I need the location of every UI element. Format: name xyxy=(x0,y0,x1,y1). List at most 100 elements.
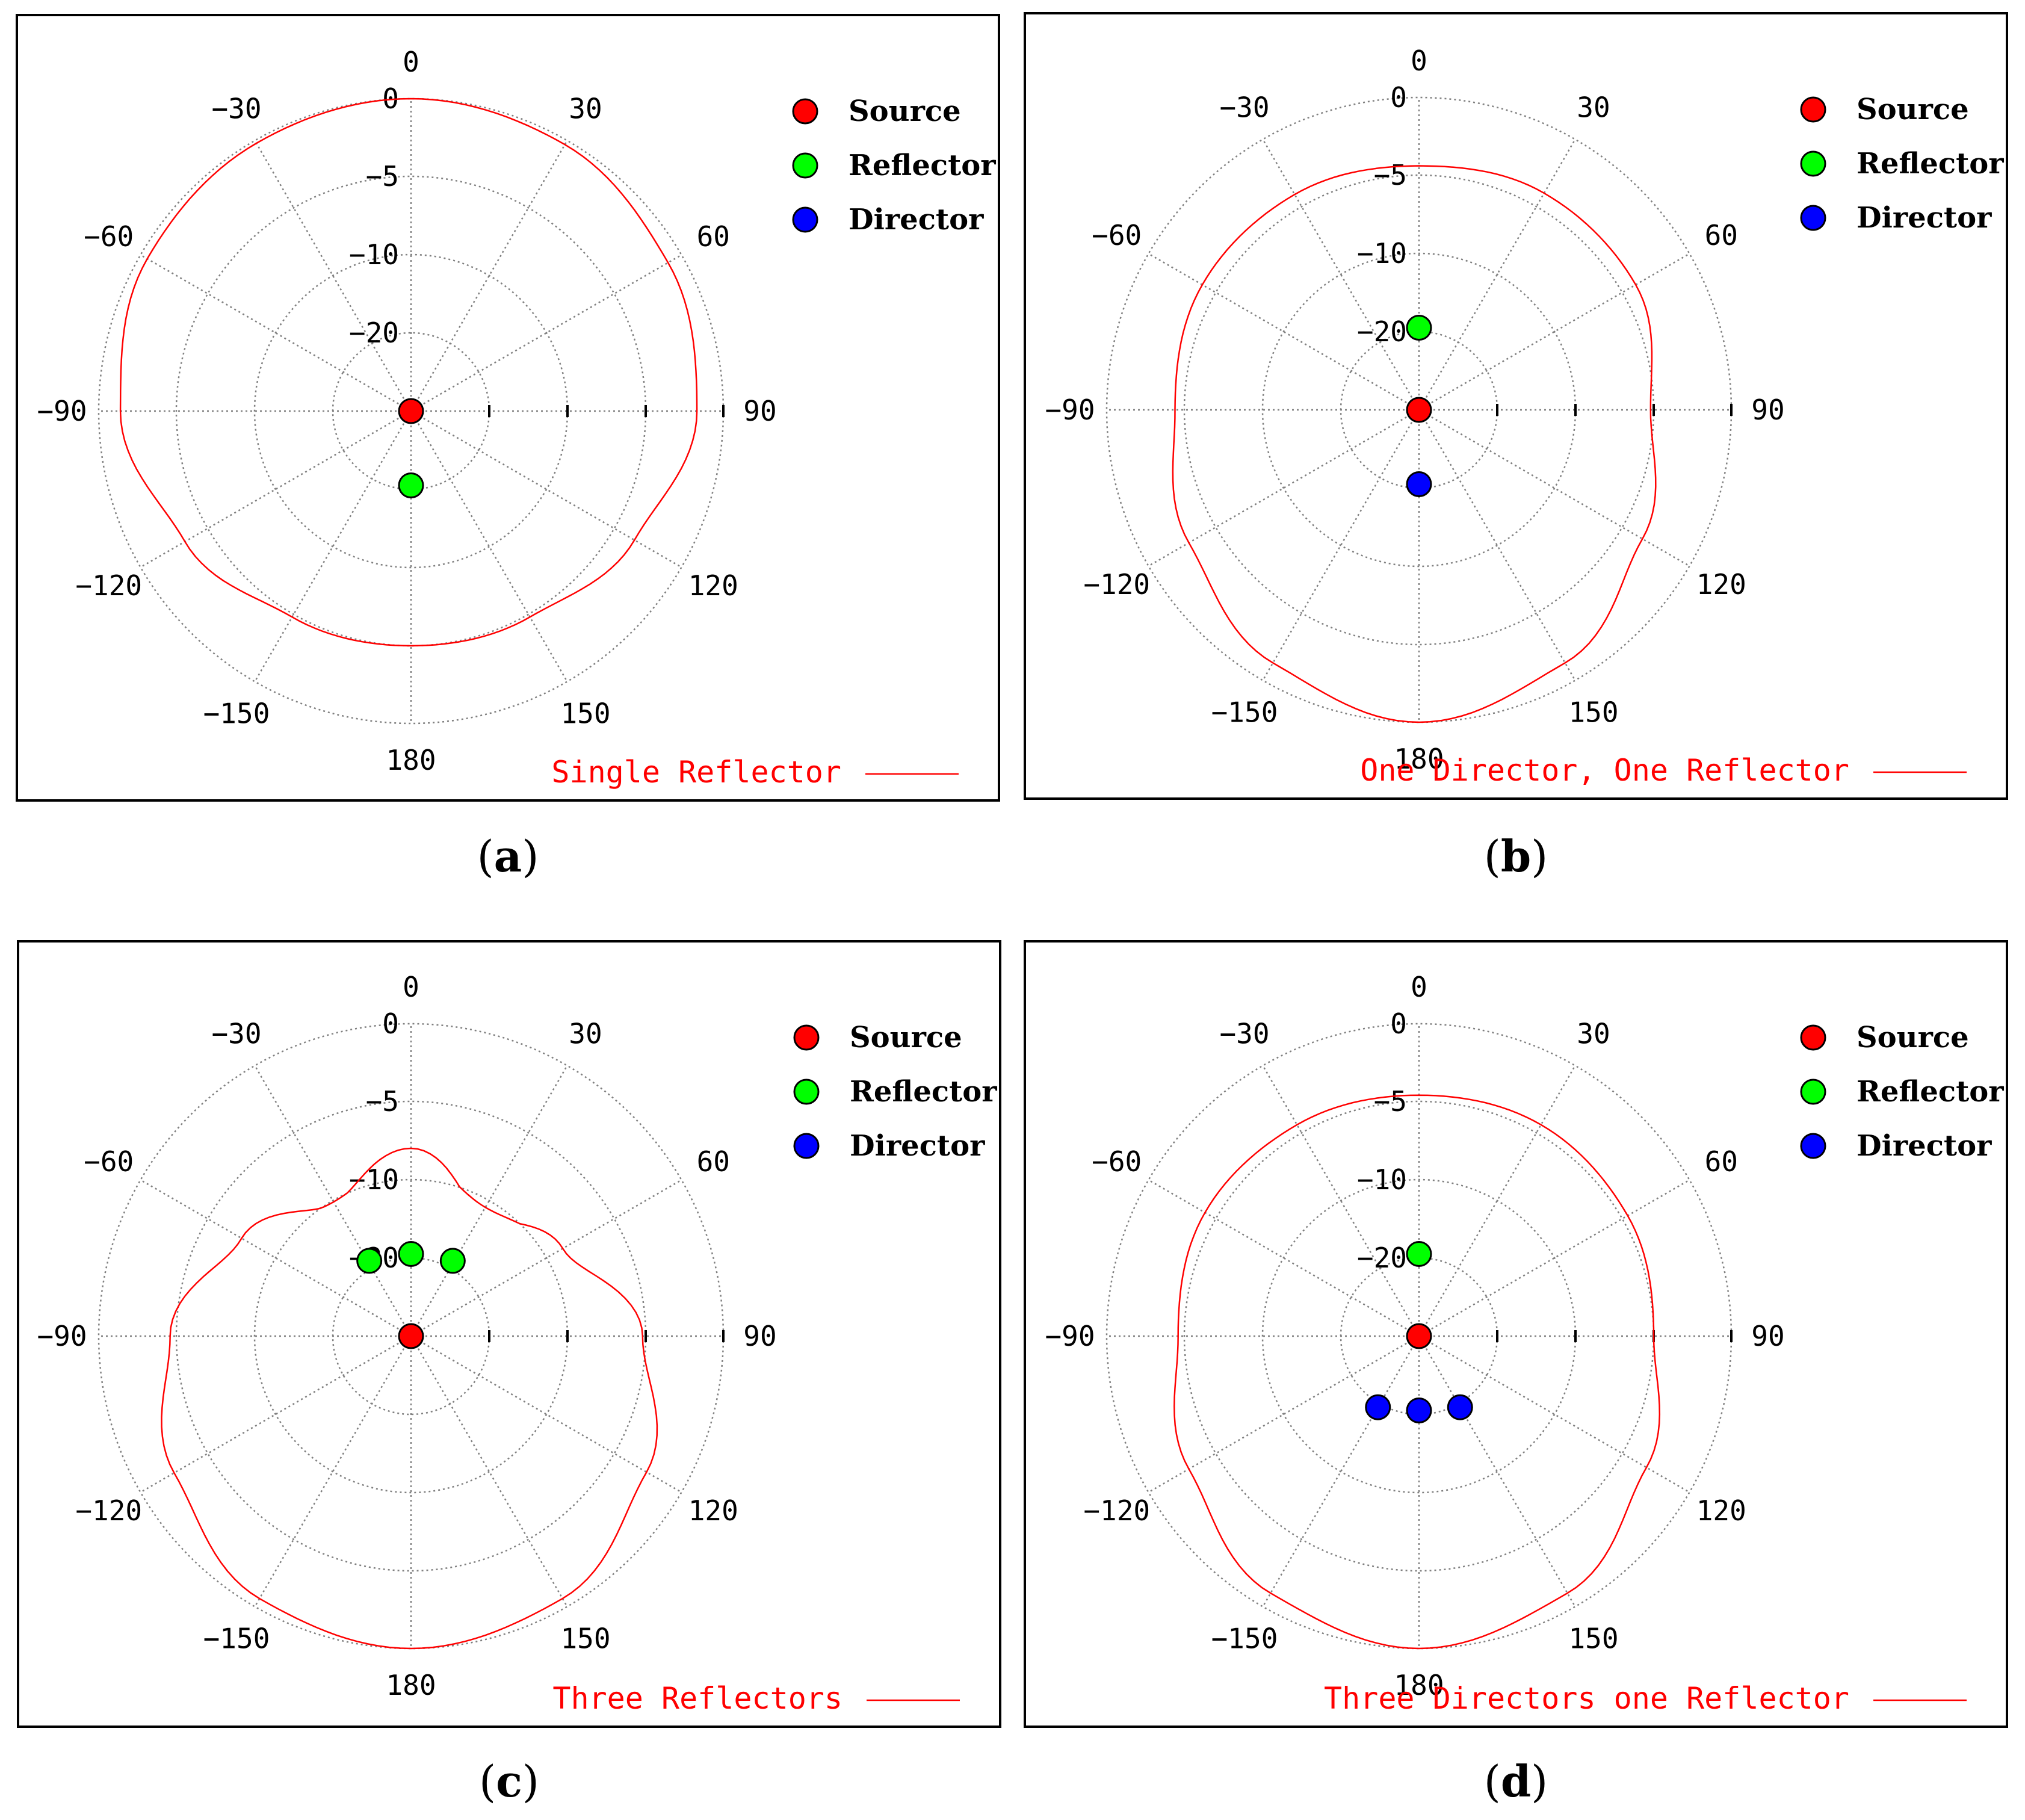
grid-spoke xyxy=(140,410,412,568)
grid-spoke xyxy=(1418,1179,1690,1337)
legend-reflector-marker xyxy=(1800,1079,1826,1105)
radial-tick-label: −5 xyxy=(366,1085,399,1118)
grid-spoke xyxy=(254,1336,412,1608)
plot-frame xyxy=(16,14,1000,802)
grid-spoke xyxy=(1262,1065,1420,1337)
pattern-curve xyxy=(1173,1094,1661,1650)
angle-tick-label: −120 xyxy=(75,1494,142,1527)
grid-spoke xyxy=(140,254,412,412)
curve-legend-label: Single Reflector xyxy=(551,755,841,790)
radial-tick-label: −5 xyxy=(1374,1085,1407,1118)
source-marker xyxy=(398,1323,424,1349)
angle-tick-label: −30 xyxy=(211,1018,261,1050)
grid-spoke xyxy=(410,410,682,568)
panel-caption: (c) xyxy=(479,1756,539,1807)
panel-caption-letter: a xyxy=(494,831,522,882)
legend-reflector-label: Reflector xyxy=(850,1075,997,1109)
angle-tick-label: −30 xyxy=(211,93,261,125)
angle-tick-label: 180 xyxy=(1394,743,1444,775)
legend-director-marker xyxy=(1800,205,1826,231)
legend-reflector-marker xyxy=(792,152,818,179)
legend-reflector-label: Reflector xyxy=(1857,1075,2004,1109)
grid-spoke xyxy=(410,410,568,682)
grid-spoke xyxy=(140,1179,412,1337)
grid-spoke xyxy=(254,410,412,682)
angle-tick-label: 0 xyxy=(1411,971,1427,1003)
curve-legend-label: Three Reflectors xyxy=(552,1681,842,1716)
grid-spoke xyxy=(254,1065,412,1337)
angle-tick-label: 60 xyxy=(1705,219,1738,252)
legend-director-marker xyxy=(1800,1133,1826,1159)
grid-spoke xyxy=(1148,409,1420,567)
legend-source-marker xyxy=(792,98,818,125)
radial-tick-label: 0 xyxy=(1390,1008,1407,1040)
grid-spoke xyxy=(410,1335,682,1493)
source-marker xyxy=(1406,397,1432,423)
panel-caption: (d) xyxy=(1484,1756,1548,1807)
angle-tick-label: 90 xyxy=(743,395,776,427)
angle-tick-label: 180 xyxy=(386,1669,436,1701)
angle-tick-label: 30 xyxy=(569,93,602,125)
angle-tick-label: −150 xyxy=(1211,696,1278,728)
angle-tick-label: 120 xyxy=(688,569,738,602)
legend-source-label: Source xyxy=(1857,93,1969,126)
legend-reflector-marker xyxy=(793,1079,820,1105)
grid-spoke xyxy=(1262,409,1420,681)
legend-director-label: Director xyxy=(849,203,984,237)
grid-spoke xyxy=(1418,1336,1576,1608)
angle-tick-label: 60 xyxy=(697,1145,730,1178)
angle-tick-label: 0 xyxy=(403,46,419,78)
legend-source-marker xyxy=(1800,1024,1826,1051)
curve-legend-label: Three Directors one Reflector xyxy=(1324,1681,1849,1716)
angle-tick-label: −60 xyxy=(84,1145,134,1178)
angle-tick-label: −90 xyxy=(1045,1320,1095,1352)
radial-tick-label: 0 xyxy=(1390,81,1407,114)
reflector-marker xyxy=(398,472,424,498)
grid-spoke xyxy=(1148,253,1420,411)
radial-tick-label: −5 xyxy=(366,160,399,193)
source-marker xyxy=(398,398,424,424)
grid-spoke xyxy=(1418,1335,1690,1493)
angle-tick-label: 30 xyxy=(569,1018,602,1050)
grid-spoke xyxy=(410,140,568,412)
angle-tick-label: −150 xyxy=(1211,1622,1278,1654)
panel-caption: (b) xyxy=(1484,831,1548,882)
reflector-marker xyxy=(356,1248,383,1274)
legend-director-label: Director xyxy=(1857,1129,1992,1163)
plot-frame xyxy=(17,940,1001,1728)
angle-tick-label: −90 xyxy=(1045,394,1095,426)
radial-tick-label: 0 xyxy=(382,1008,399,1040)
angle-tick-label: 30 xyxy=(1577,1018,1610,1050)
angle-tick-label: 180 xyxy=(386,744,436,776)
legend-director-marker xyxy=(793,1133,820,1159)
source-marker xyxy=(1406,1323,1432,1349)
radial-tick-label: −10 xyxy=(349,238,399,271)
legend-reflector-marker xyxy=(1800,150,1826,177)
angle-tick-label: 60 xyxy=(697,220,730,253)
legend-reflector-label: Reflector xyxy=(849,149,996,182)
angle-tick-label: −120 xyxy=(75,569,142,602)
plot-frame xyxy=(1024,940,2008,1728)
angle-tick-label: 120 xyxy=(688,1494,738,1527)
legend-source-label: Source xyxy=(849,94,961,128)
director-marker xyxy=(1365,1394,1391,1420)
radial-tick-label: −20 xyxy=(349,317,399,349)
angle-tick-label: 0 xyxy=(403,971,419,1003)
grid-spoke xyxy=(1262,1336,1420,1608)
grid-spoke xyxy=(140,1335,412,1493)
grid-spoke xyxy=(1148,1179,1420,1337)
legend-source-label: Source xyxy=(1857,1021,1969,1054)
legend-director-label: Director xyxy=(850,1129,985,1163)
angle-tick-label: −120 xyxy=(1083,1494,1150,1527)
angle-tick-label: 90 xyxy=(1751,394,1784,426)
angle-tick-label: −90 xyxy=(37,1320,87,1352)
grid-spoke xyxy=(1418,1065,1576,1337)
grid-spoke xyxy=(1262,138,1420,410)
grid-spoke xyxy=(410,1179,682,1337)
legend-reflector-label: Reflector xyxy=(1857,147,2004,181)
grid-spoke xyxy=(410,1065,568,1337)
angle-tick-label: −60 xyxy=(1092,1145,1142,1178)
grid-spoke xyxy=(1418,253,1690,411)
grid-spoke xyxy=(1418,138,1576,410)
